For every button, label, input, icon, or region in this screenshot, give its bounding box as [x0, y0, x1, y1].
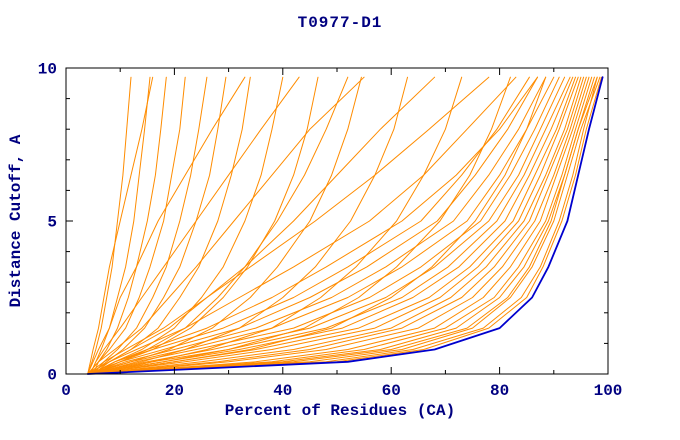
model-curve: [87, 76, 538, 375]
model-curve: [87, 76, 511, 375]
model-curve: [87, 76, 186, 375]
x-tick-label: 20: [165, 382, 184, 400]
y-tick-label: 0: [47, 367, 57, 385]
model-curve: [92, 76, 595, 375]
model-curve: [92, 76, 167, 375]
model-curve: [92, 76, 349, 375]
model-curve: [89, 76, 601, 375]
model-curve: [89, 76, 300, 375]
model-curve: [87, 76, 365, 375]
y-axis-label: Distance Cutoff, A: [7, 134, 25, 308]
y-tick-label: 10: [38, 61, 57, 79]
model-curve: [87, 76, 585, 375]
x-tick-label: 40: [273, 382, 292, 400]
model-curve: [87, 76, 408, 375]
x-tick-label: 80: [490, 382, 509, 400]
model-curve: [92, 76, 560, 375]
model-curve: [87, 76, 319, 375]
model-curve: [87, 76, 246, 375]
model-curve: [89, 76, 571, 375]
model-curve: [89, 76, 582, 375]
x-tick-label: 0: [61, 382, 71, 400]
model-curve: [92, 76, 436, 375]
model-curve: [87, 76, 517, 375]
model-curve: [89, 76, 227, 375]
model-curve: [87, 76, 154, 375]
model-curve: [89, 76, 151, 375]
model-curve: [92, 76, 208, 375]
model-curve: [84, 76, 602, 375]
x-tick-label: 100: [594, 382, 623, 400]
x-axis-label: Percent of Residues (CA): [224, 402, 456, 420]
model-curve: [87, 76, 132, 375]
model-curve: [87, 76, 593, 375]
model-curve: [87, 76, 574, 375]
model-curve: [89, 76, 362, 375]
chart-title: T0977-D1: [297, 14, 383, 32]
model-curve: [92, 76, 587, 375]
model-curve: [87, 76, 579, 375]
model-curve: [87, 76, 555, 375]
model-curve: [89, 76, 590, 375]
model-curve: [89, 76, 547, 375]
model-curve: [87, 76, 598, 375]
model-curve: [92, 76, 463, 375]
x-tick-label: 60: [382, 382, 401, 400]
model-curve: [92, 76, 284, 375]
model-curve: [87, 76, 251, 375]
model-curve: [87, 76, 598, 375]
best-model-curve: [86, 76, 604, 375]
y-tick-label: 5: [47, 214, 57, 232]
